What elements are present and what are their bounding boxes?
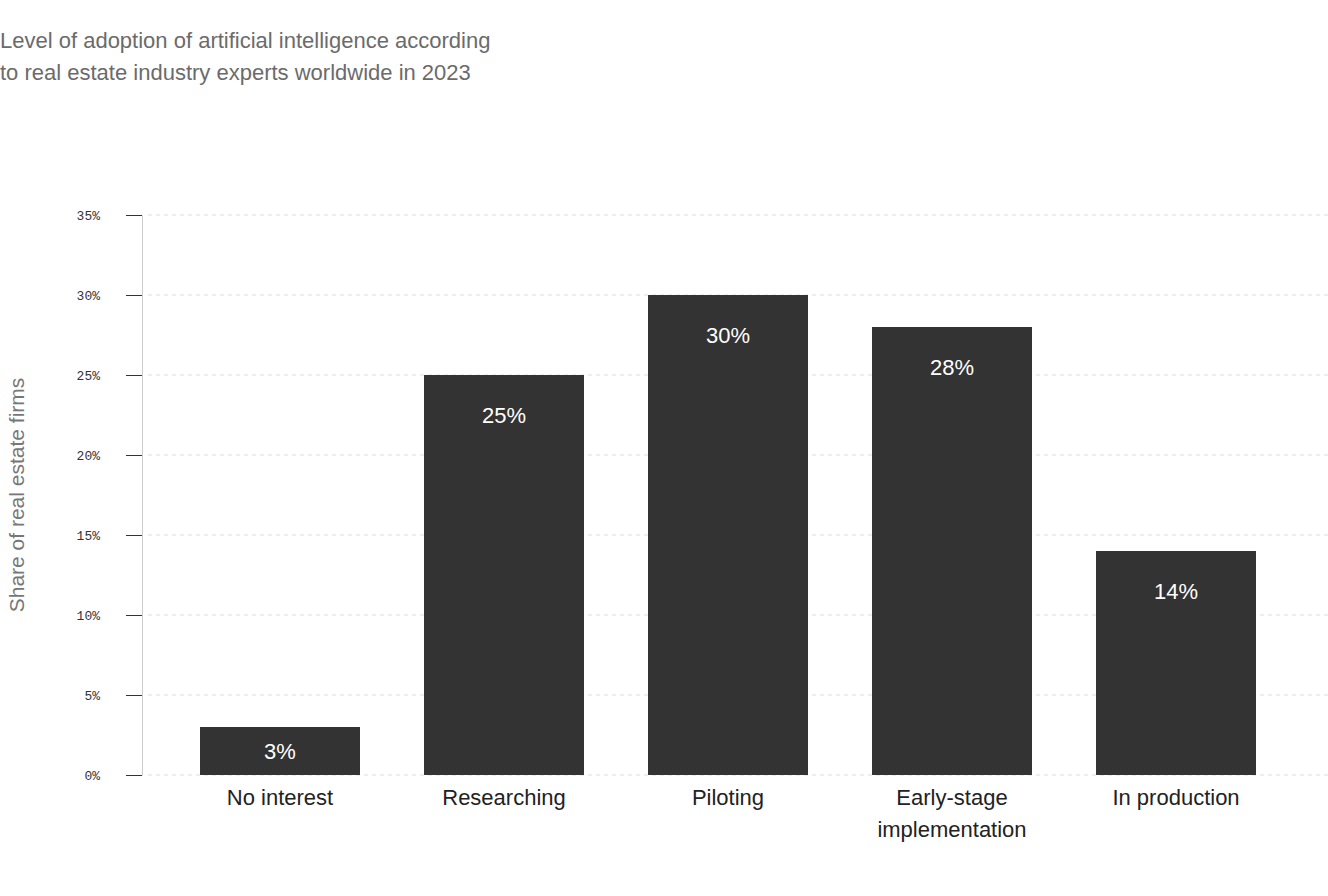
y-tick: 25% xyxy=(77,369,142,384)
y-tick-mark xyxy=(126,215,142,216)
y-tick-mark xyxy=(126,455,142,456)
x-tick: Piloting xyxy=(692,785,764,810)
title: Level of adoption of artificial intellig… xyxy=(0,28,490,85)
y-tick-label: 15% xyxy=(77,529,101,544)
y-axis-title: Share of real estate firms xyxy=(5,378,28,613)
data-label: 28% xyxy=(930,355,974,380)
x-tick: In production xyxy=(1112,785,1239,810)
x-tick: Researching xyxy=(442,785,566,810)
y-tick-label: 30% xyxy=(77,289,101,304)
grid xyxy=(148,215,1328,775)
chart: Level of adoption of artificial intellig… xyxy=(0,0,1328,896)
y-tick: 15% xyxy=(77,529,142,544)
x-tick: Early-stageimplementation xyxy=(877,785,1026,842)
bar xyxy=(1096,551,1256,775)
y-tick-mark xyxy=(126,295,142,296)
y-tick-label: 5% xyxy=(84,689,100,704)
y-tick: 0% xyxy=(84,769,142,784)
bar xyxy=(200,727,360,775)
y-tick: 30% xyxy=(77,289,142,304)
y-tick-mark xyxy=(126,775,142,776)
data-label: 14% xyxy=(1154,579,1198,604)
y-axis-line xyxy=(142,216,143,776)
y-axis: 0% 5% 10% 15% 20% 25% 30% 35% xyxy=(77,209,143,784)
bar xyxy=(648,295,808,775)
bar xyxy=(424,375,584,775)
y-tick: 5% xyxy=(84,689,142,704)
data-label: 3% xyxy=(264,739,296,764)
grid-line xyxy=(148,215,1328,216)
y-tick: 10% xyxy=(77,609,142,624)
x-tick-label: Piloting xyxy=(692,785,764,810)
x-tick-label: Early-stageimplementation xyxy=(877,785,1026,842)
x-axis: No interest Researching Piloting Early-stag… xyxy=(227,785,1240,842)
x-tick-label: Researching xyxy=(442,785,566,810)
x-tick: No interest xyxy=(227,785,333,810)
x-tick-label: No interest xyxy=(227,785,333,810)
x-tick-label: In production xyxy=(1112,785,1239,810)
y-tick-label: 10% xyxy=(77,609,101,624)
y-tick-mark xyxy=(126,695,142,696)
y-tick: 20% xyxy=(77,449,142,464)
y-tick-mark xyxy=(126,615,142,616)
y-tick-label: 20% xyxy=(77,449,101,464)
y-tick-mark xyxy=(126,535,142,536)
data-label: 30% xyxy=(706,323,750,348)
data-labels: 3% 25% 30% 28% 14% xyxy=(264,323,1198,764)
y-tick: 35% xyxy=(77,209,142,224)
bars xyxy=(200,295,1256,775)
y-tick-label: 25% xyxy=(77,369,101,384)
y-tick-label: 35% xyxy=(77,209,101,224)
bar xyxy=(872,327,1032,775)
data-label: 25% xyxy=(482,403,526,428)
y-tick-label: 0% xyxy=(84,769,100,784)
y-tick-mark xyxy=(126,375,142,376)
